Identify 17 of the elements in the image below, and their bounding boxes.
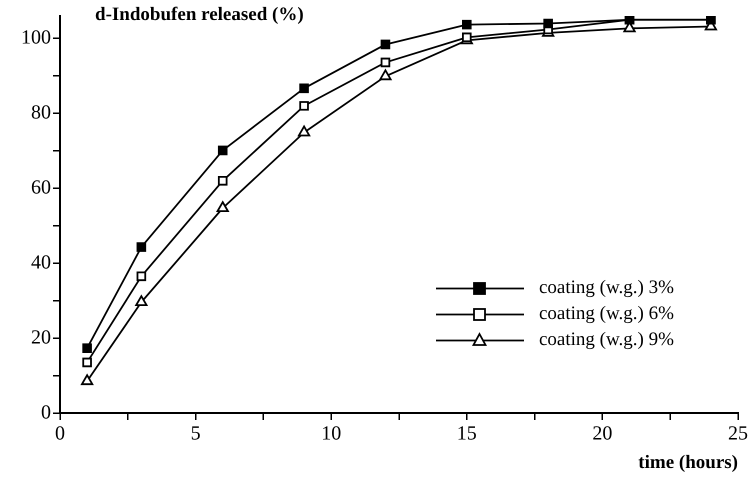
y-tick-label: 80 (31, 102, 51, 124)
x-tick-label: 0 (55, 422, 65, 444)
legend-label: coating (w.g.) 3% (539, 277, 674, 299)
x-tick-label: 25 (728, 422, 748, 444)
y-tick-label: 100 (21, 26, 51, 49)
legend-label: coating (w.g.) 6% (539, 303, 674, 325)
x-axis-title: time (hours) (638, 452, 738, 474)
y-tick-label: 60 (31, 176, 51, 199)
chart-title: d-Indobufen released (%) (95, 4, 304, 26)
x-tick-label: 20 (592, 422, 612, 444)
y-tick-label: 20 (31, 326, 51, 348)
x-tick-label: 10 (321, 422, 342, 444)
legend-label: coating (w.g.) 9% (539, 329, 674, 351)
y-tick-label: 0 (41, 401, 51, 424)
y-tick-label: 40 (31, 251, 51, 274)
x-tick-label: 5 (190, 422, 201, 444)
x-tick-label: 15 (456, 422, 477, 444)
